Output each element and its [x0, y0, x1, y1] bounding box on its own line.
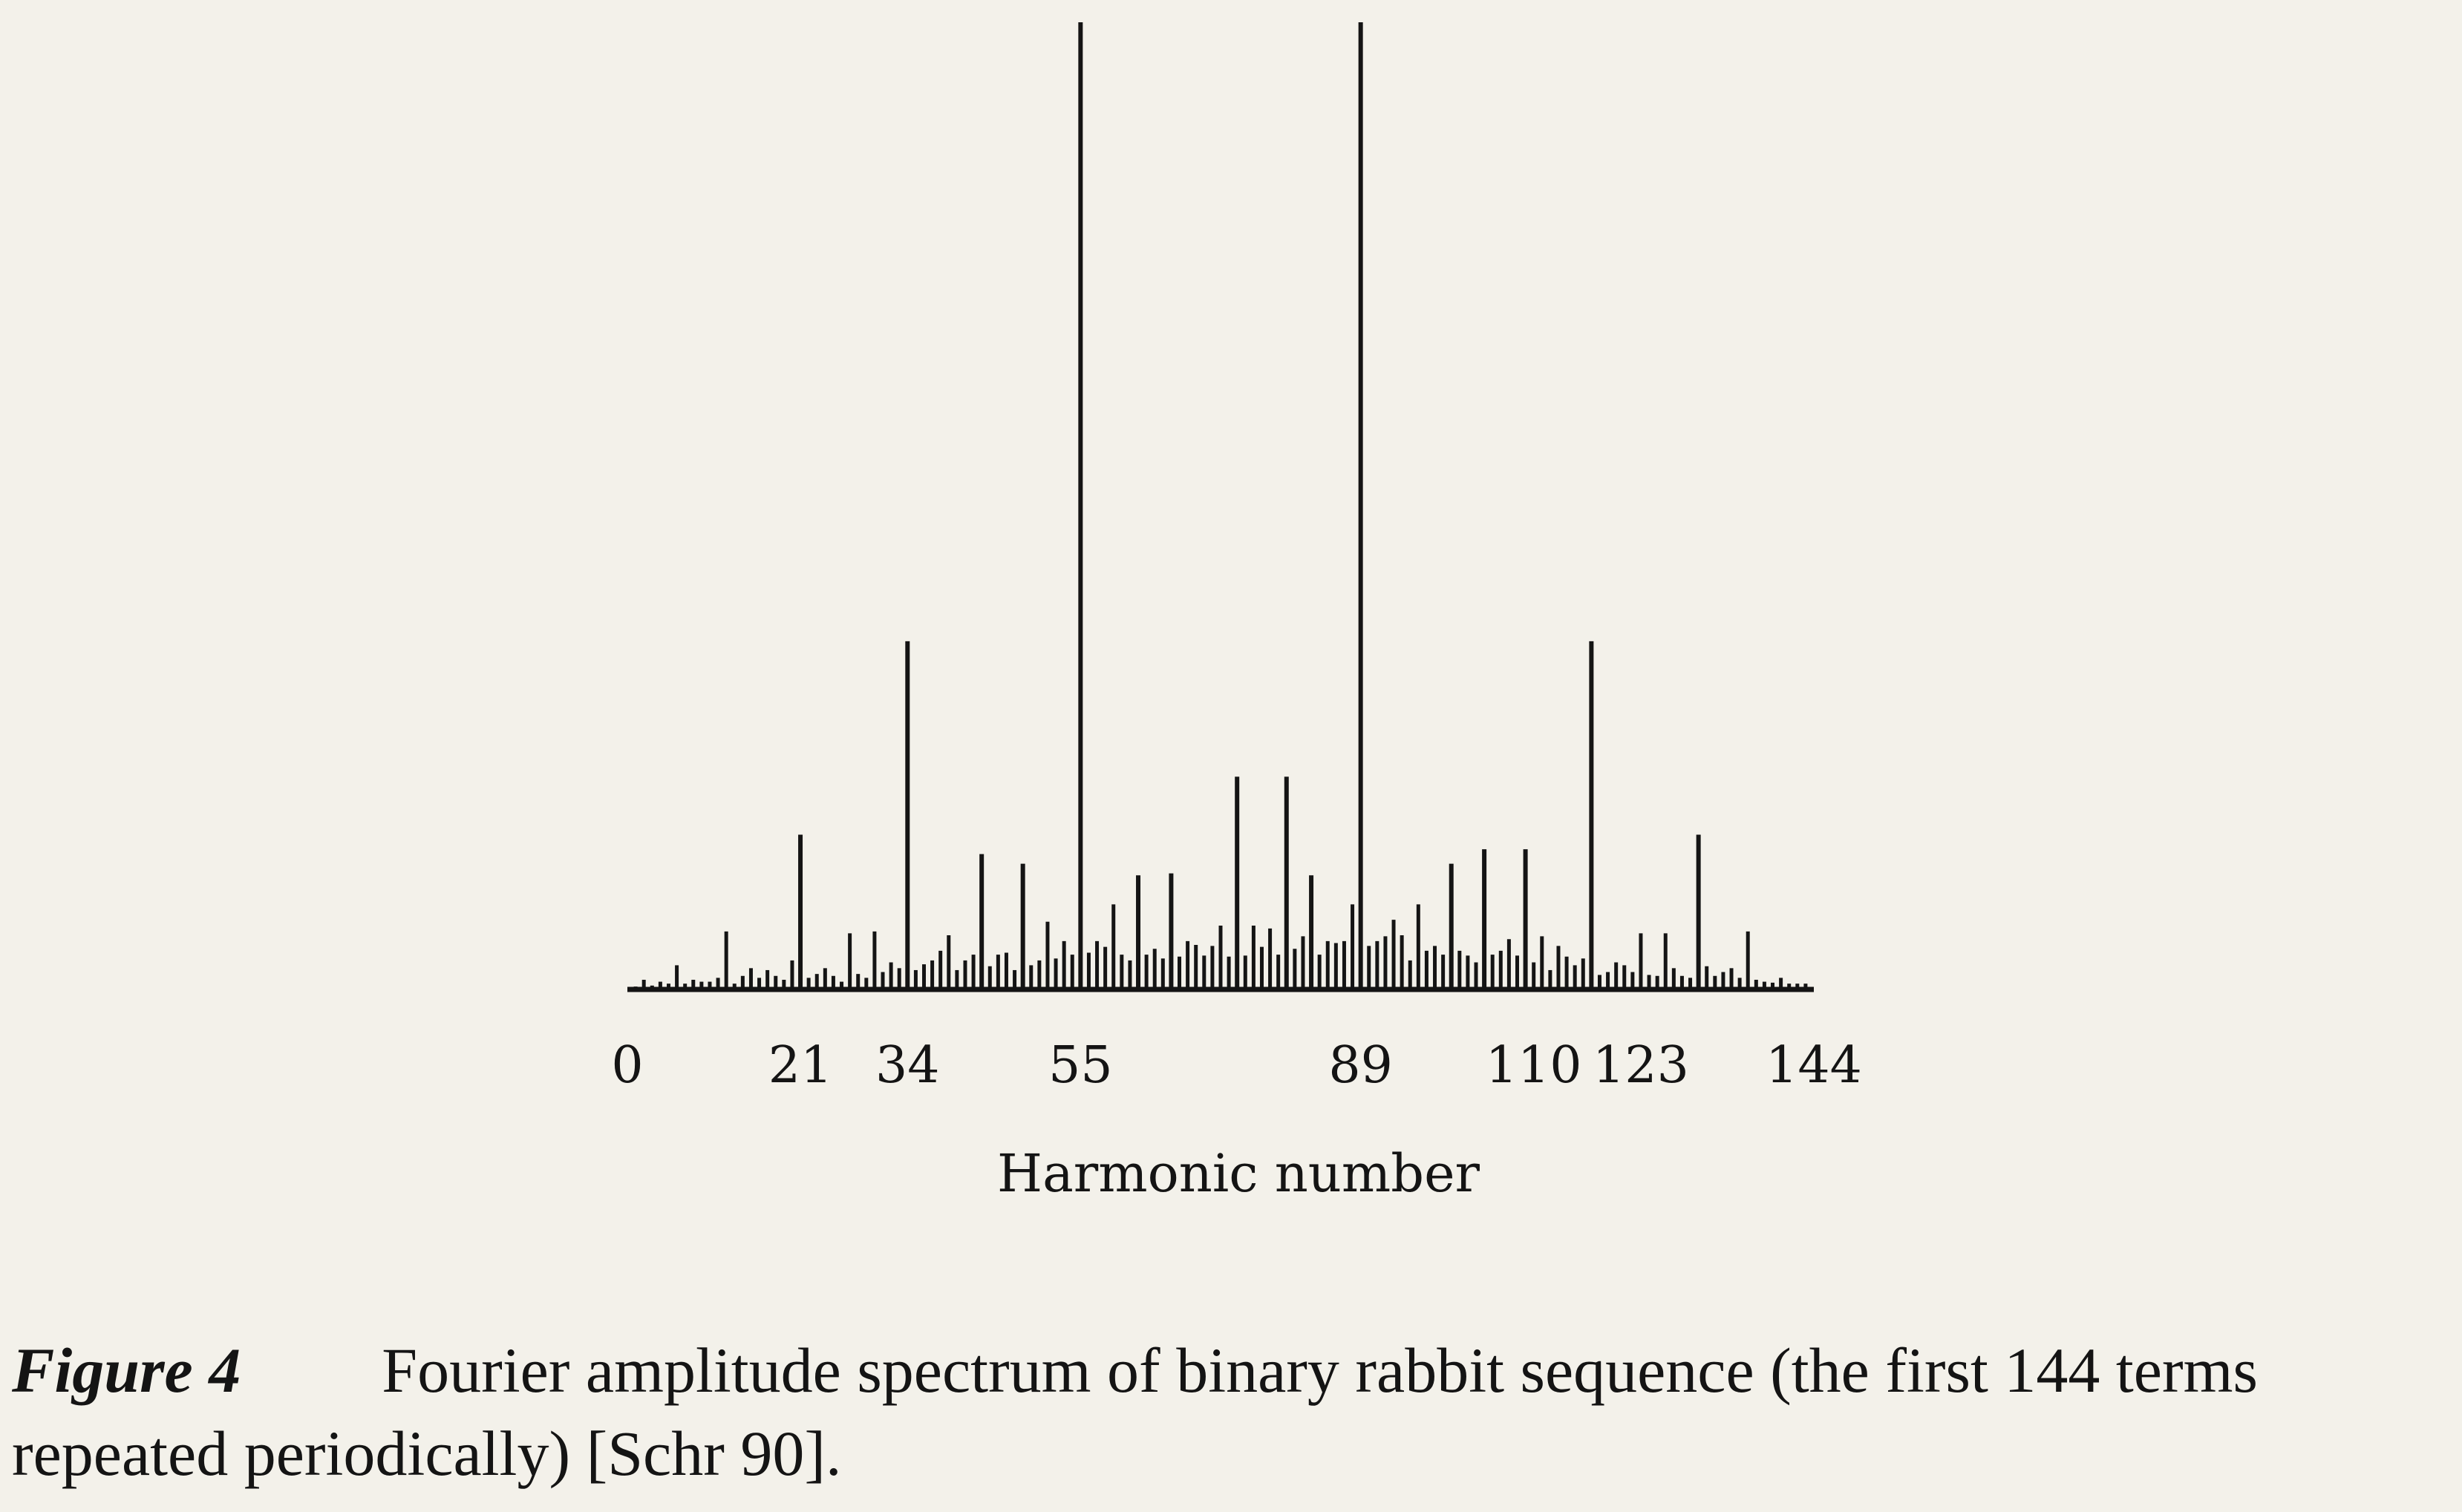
x-tick-label-55: 55 [1048, 1036, 1113, 1095]
x-tick-label-110: 110 [1486, 1036, 1582, 1095]
x-tick-label-89: 89 [1328, 1036, 1393, 1095]
spectral-lines [633, 22, 1808, 989]
x-tick-labels: 0 21 34 55 89 110 123 144 [611, 1036, 1862, 1095]
x-tick-label-34: 34 [875, 1036, 940, 1095]
x-tick-label-0: 0 [611, 1036, 643, 1095]
caption-text: Fourier amplitude spectrum of binary rab… [12, 1335, 2258, 1489]
figure-caption: Figure 4 Fourier amplitude spectrum of bi… [12, 1329, 2455, 1495]
figure-label: Figure 4 [12, 1335, 241, 1406]
x-tick-label-123: 123 [1593, 1036, 1689, 1095]
x-axis-title: Harmonic number [997, 1143, 1480, 1204]
x-tick-label-144: 144 [1766, 1036, 1862, 1095]
x-tick-label-21: 21 [768, 1036, 833, 1095]
